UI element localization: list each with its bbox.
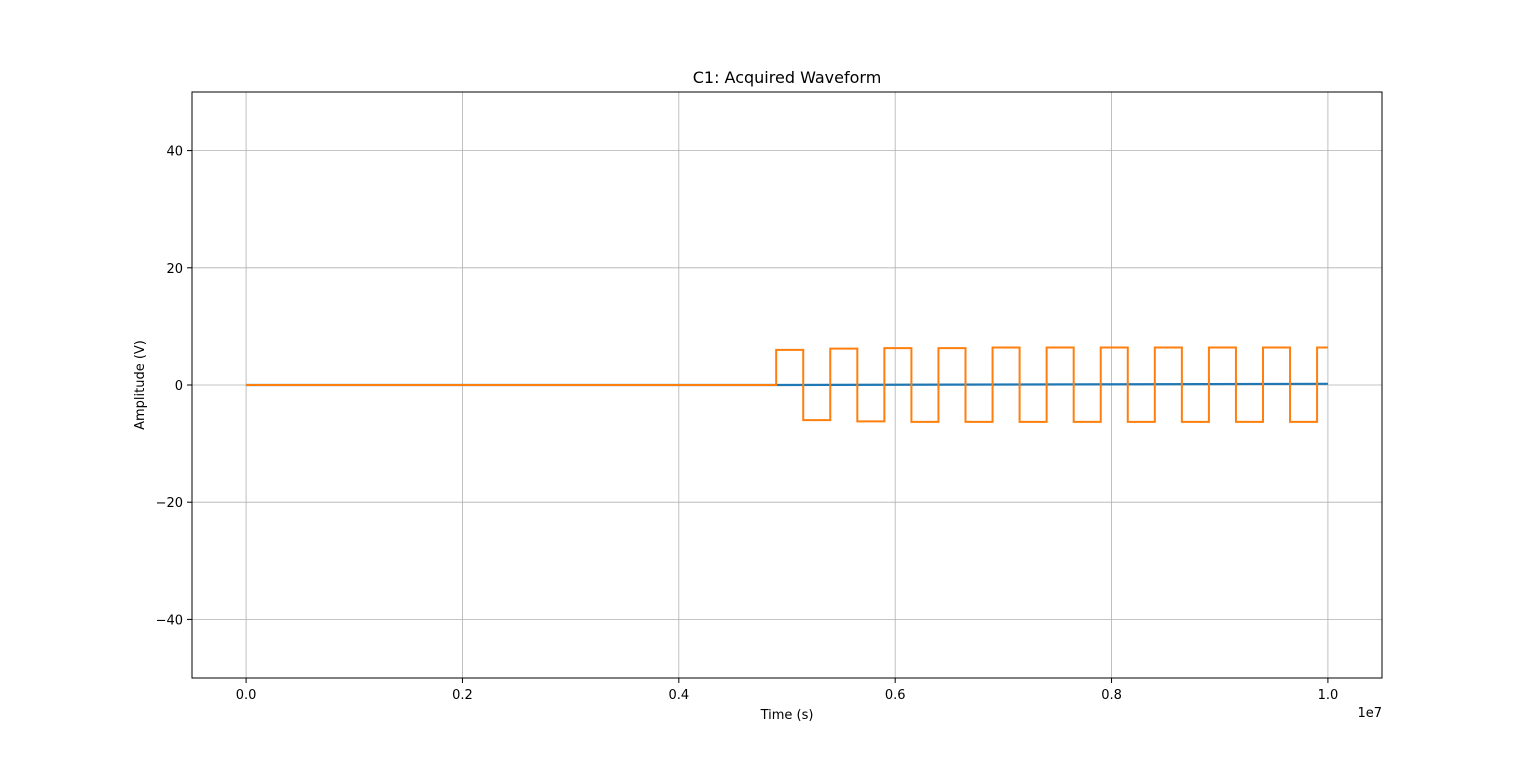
y-axis-label: Amplitude (V) (133, 340, 148, 430)
y-tick-label: 20 (166, 262, 183, 277)
x-tick-label: 0.4 (668, 688, 689, 703)
y-tick-label: 40 (166, 145, 183, 160)
y-tick-label: −20 (156, 496, 183, 511)
x-axis-scale-label: 1e7 (1357, 706, 1382, 721)
x-tick-label: 0.8 (1101, 688, 1122, 703)
x-tick-label: 0.6 (885, 688, 906, 703)
x-axis-label: Time (s) (760, 708, 814, 723)
x-tick-label: 0.2 (452, 688, 473, 703)
y-tick-label: 0 (175, 379, 183, 394)
ticks: 0.0 0.2 0.4 0.6 0.8 1.0 −40 −20 0 20 40 (156, 145, 1339, 703)
series-line-2 (246, 346, 1328, 423)
chart-title: C1: Acquired Waveform (693, 68, 882, 87)
x-tick-label: 0.0 (236, 688, 257, 703)
series-layer (246, 346, 1328, 423)
y-tick-label: −40 (156, 613, 183, 628)
x-tick-label: 1.0 (1318, 688, 1339, 703)
